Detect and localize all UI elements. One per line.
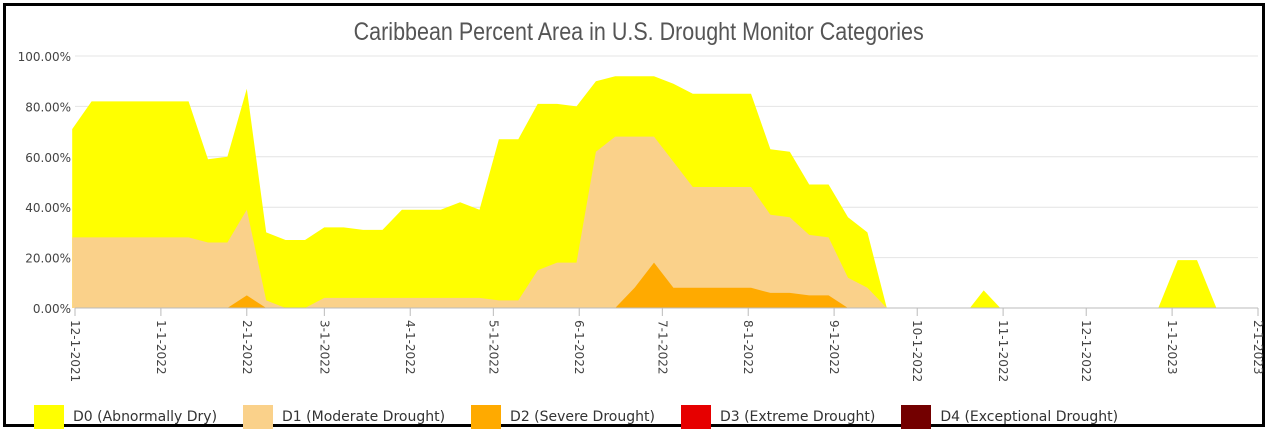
chart-frame: Caribbean Percent Area in U.S. Drought M… bbox=[3, 3, 1265, 430]
legend-item[interactable]: D2 (Severe Drought) bbox=[471, 405, 655, 429]
y-tick-label: 40.00% bbox=[25, 201, 71, 215]
y-tick-label: 20.00% bbox=[25, 252, 71, 266]
y-tick-label: 60.00% bbox=[25, 151, 71, 165]
x-tick-label: 4-1-2022 bbox=[403, 320, 417, 374]
legend-item[interactable]: D1 (Moderate Drought) bbox=[243, 405, 445, 429]
x-tick-label: 2-1-2022 bbox=[240, 320, 254, 374]
x-tick-label: 1-1-2022 bbox=[154, 320, 168, 374]
x-tick-label: 2-1-2023 bbox=[1251, 320, 1265, 374]
x-tick-label: 12-1-2022 bbox=[1079, 320, 1093, 382]
x-tick-label: 8-1-2022 bbox=[741, 320, 755, 374]
chart-plot: 0.00% 20.00% 40.00% 60.00% 80.00% 100.00% 12-1… bbox=[18, 50, 1265, 382]
x-tick-label: 10-1-2022 bbox=[910, 320, 924, 382]
legend-swatch bbox=[901, 405, 932, 429]
legend-swatch bbox=[34, 405, 64, 429]
x-tick-label: 9-1-2022 bbox=[827, 320, 841, 374]
legend-swatch bbox=[471, 405, 502, 429]
legend-item[interactable]: D3 (Extreme Drought) bbox=[680, 405, 876, 429]
legend-label: D2 (Severe Drought) bbox=[510, 409, 655, 425]
legend-label: D0 (Abnormally Dry) bbox=[73, 409, 218, 425]
chart-title: Caribbean Percent Area in U.S. Drought M… bbox=[353, 18, 924, 46]
y-tick-label: 80.00% bbox=[25, 100, 71, 114]
x-tick-label: 6-1-2022 bbox=[572, 320, 586, 374]
x-tick-label: 5-1-2022 bbox=[486, 320, 500, 374]
legend-label: D1 (Moderate Drought) bbox=[282, 409, 446, 425]
legend-item[interactable]: D4 (Exceptional Drought) bbox=[901, 405, 1118, 429]
legend-swatch bbox=[243, 405, 274, 429]
x-tick-label: 1-1-2023 bbox=[1165, 320, 1179, 374]
area-d2 bbox=[72, 262, 1256, 308]
x-tick-label: 3-1-2022 bbox=[317, 320, 331, 374]
legend-swatch bbox=[680, 405, 711, 429]
legend-label: D3 (Extreme Drought) bbox=[719, 409, 876, 425]
legend-label: D4 (Exceptional Drought) bbox=[940, 409, 1119, 425]
x-tick-label: 7-1-2022 bbox=[655, 320, 669, 374]
x-tick-label: 12-1-2021 bbox=[68, 320, 82, 382]
x-tick-label: 11-1-2022 bbox=[996, 320, 1010, 382]
legend-item[interactable]: D0 (Abnormally Dry) bbox=[34, 405, 217, 429]
y-tick-label: 100.00% bbox=[18, 50, 71, 64]
y-tick-label: 0.00% bbox=[33, 302, 71, 316]
chart-legend: D0 (Abnormally Dry) D1 (Moderate Drought)… bbox=[34, 404, 1144, 430]
area-spike bbox=[969, 290, 1001, 308]
area-d1 bbox=[72, 136, 1256, 308]
